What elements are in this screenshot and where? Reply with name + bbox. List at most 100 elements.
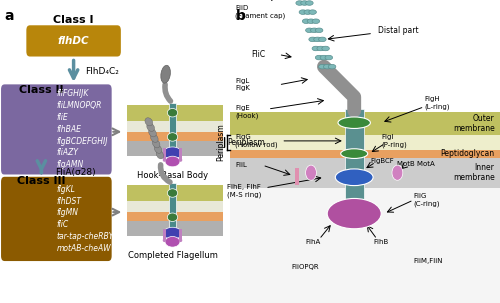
Text: FlhA: FlhA: [306, 239, 321, 245]
Bar: [230, 188, 500, 303]
Ellipse shape: [161, 65, 170, 83]
Text: flhDC: flhDC: [58, 36, 90, 46]
Text: Hook-Basal Body: Hook-Basal Body: [137, 171, 208, 180]
Ellipse shape: [300, 1, 308, 5]
Ellipse shape: [145, 118, 152, 126]
Ellipse shape: [179, 238, 182, 242]
Ellipse shape: [316, 55, 323, 60]
Ellipse shape: [304, 10, 312, 14]
Bar: [230, 112, 500, 135]
Ellipse shape: [147, 123, 154, 132]
Ellipse shape: [296, 1, 304, 5]
Bar: [164, 229, 166, 239]
Text: FliA(σ28): FliA(σ28): [55, 168, 96, 177]
Ellipse shape: [325, 55, 332, 60]
Ellipse shape: [312, 19, 320, 23]
Ellipse shape: [179, 158, 182, 162]
Ellipse shape: [328, 64, 336, 69]
Ellipse shape: [317, 46, 324, 51]
FancyBboxPatch shape: [0, 176, 112, 262]
Text: Class I: Class I: [54, 15, 94, 25]
Ellipse shape: [162, 158, 166, 162]
Ellipse shape: [154, 145, 162, 153]
Bar: [169, 103, 176, 164]
Ellipse shape: [168, 108, 177, 117]
Bar: [126, 132, 223, 141]
Bar: [126, 105, 223, 121]
Ellipse shape: [318, 64, 326, 69]
Ellipse shape: [150, 134, 158, 142]
Ellipse shape: [318, 37, 326, 42]
Text: FlgH
(L-ring): FlgH (L-ring): [424, 96, 450, 110]
Ellipse shape: [168, 213, 177, 221]
Text: Class III: Class III: [17, 176, 66, 186]
Ellipse shape: [324, 64, 331, 69]
Text: FlgE
(Hook): FlgE (Hook): [236, 105, 259, 119]
Bar: [164, 148, 166, 159]
Text: a: a: [4, 9, 14, 23]
Bar: [126, 185, 223, 201]
Bar: [180, 148, 182, 159]
Bar: [126, 121, 223, 132]
Text: Inner
membrane: Inner membrane: [453, 163, 494, 182]
Text: FliL: FliL: [236, 162, 248, 168]
Ellipse shape: [338, 117, 370, 128]
Text: FliOPQR: FliOPQR: [292, 264, 320, 270]
Text: flgKL
flhDST
flgMN
fliC
tar-tap-cheRBYZ
motAB-cheAW: flgKL flhDST flgMN fliC tar-tap-cheRBYZ …: [56, 185, 119, 253]
Text: FlgG
(Hollow rod): FlgG (Hollow rod): [236, 134, 278, 148]
Ellipse shape: [340, 149, 367, 158]
FancyArrowPatch shape: [165, 85, 170, 101]
Bar: [126, 141, 223, 156]
Text: FliD
(Filament cap): FliD (Filament cap): [236, 0, 288, 19]
Ellipse shape: [322, 46, 330, 51]
Bar: [345, 109, 364, 200]
Ellipse shape: [312, 46, 320, 51]
Text: Class II: Class II: [19, 85, 64, 95]
Ellipse shape: [307, 19, 315, 23]
Ellipse shape: [392, 165, 403, 180]
Bar: [169, 183, 176, 244]
Text: FlgL
FlgK: FlgL FlgK: [236, 78, 250, 91]
Bar: [295, 168, 299, 185]
Text: b: b: [236, 9, 246, 23]
Ellipse shape: [299, 10, 306, 14]
Text: Distal part: Distal part: [378, 26, 419, 35]
Ellipse shape: [164, 227, 182, 239]
Ellipse shape: [316, 28, 323, 32]
Text: FlgI
(P-ring): FlgI (P-ring): [381, 134, 407, 148]
Bar: [126, 201, 223, 212]
Text: Periplasm: Periplasm: [228, 138, 265, 147]
Ellipse shape: [152, 139, 160, 148]
Bar: [230, 158, 500, 188]
Ellipse shape: [306, 1, 313, 5]
Text: MotB MotA: MotB MotA: [398, 161, 435, 167]
FancyArrowPatch shape: [160, 165, 170, 182]
Text: fliFGHIJK
fliLMNOPQR
fliE
flhBAE
flgBCDEFGHIJ
fliAZY
flgAMN: fliFGHIJK fliLMNOPQR fliE flhBAE flgBCDE…: [56, 89, 108, 169]
Bar: [180, 229, 182, 239]
Text: Periplasm: Periplasm: [216, 124, 226, 161]
Ellipse shape: [302, 19, 310, 23]
Ellipse shape: [162, 238, 166, 242]
Bar: [126, 221, 223, 236]
Text: FlhD₄C₂: FlhD₄C₂: [85, 67, 119, 76]
Ellipse shape: [156, 150, 164, 159]
Ellipse shape: [314, 37, 322, 42]
Text: FliG
(C-ring): FliG (C-ring): [414, 193, 440, 207]
Ellipse shape: [168, 133, 177, 141]
Ellipse shape: [168, 189, 177, 197]
Ellipse shape: [310, 28, 318, 32]
Ellipse shape: [320, 55, 328, 60]
Ellipse shape: [165, 236, 180, 247]
Bar: [126, 212, 223, 221]
Text: Peptidoglycan: Peptidoglycan: [440, 149, 494, 158]
Ellipse shape: [306, 28, 313, 32]
Text: FlhE, FlhF
(M-S ring): FlhE, FlhF (M-S ring): [228, 184, 262, 198]
Ellipse shape: [306, 165, 316, 180]
Text: FlhB: FlhB: [373, 239, 388, 245]
Text: Outer
membrane: Outer membrane: [453, 114, 494, 133]
FancyBboxPatch shape: [26, 24, 122, 58]
Text: FliM,FliN: FliM,FliN: [414, 258, 443, 264]
Ellipse shape: [165, 156, 180, 167]
Text: Completed Flagellum: Completed Flagellum: [128, 251, 218, 261]
Ellipse shape: [309, 37, 316, 42]
